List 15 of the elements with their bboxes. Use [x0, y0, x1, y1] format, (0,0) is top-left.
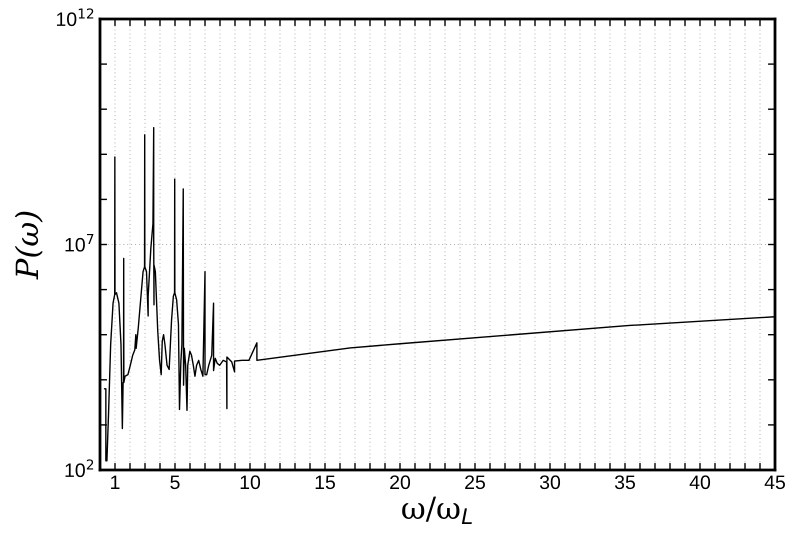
y-tick-label: 10$^{12}$: [56, 8, 94, 26]
x-tick-label: 25: [465, 475, 485, 490]
y-tick-label: 10$^{7}$: [66, 234, 94, 252]
x-tick-label: 10: [240, 475, 260, 490]
x-tick-label: 30: [540, 475, 560, 490]
x-tick-label: 20: [390, 475, 410, 490]
x-tick-label: 40: [690, 475, 710, 490]
x-tick-label: 5: [170, 476, 180, 490]
x-tick-label: 15: [316, 476, 335, 490]
y-axis-title: P(ω): [14, 212, 43, 280]
x-tick-label: 45: [764, 476, 785, 490]
y-tick-label: 10$^{2}$: [66, 459, 94, 478]
x-tick-label: 35: [614, 475, 635, 490]
x-tick-label: 1: [111, 476, 120, 489]
x-axis-title: ω/ω$_{L}$: [402, 496, 472, 524]
